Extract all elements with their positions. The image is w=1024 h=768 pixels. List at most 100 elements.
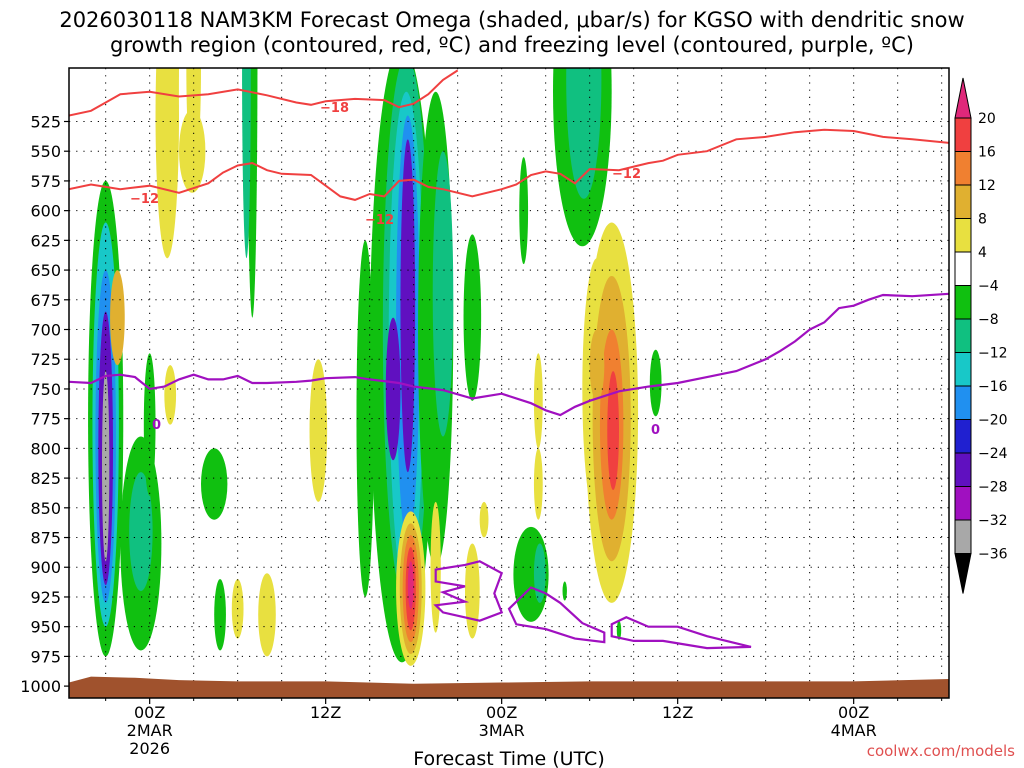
colorbar-label-5: −4 — [978, 279, 999, 295]
omega-blob-24 — [309, 359, 328, 502]
omega-blob-44 — [533, 448, 543, 520]
omega-blob-17 — [129, 472, 153, 592]
y-tick-label-625: 625 — [30, 231, 61, 250]
colorbar-label-3: 8 — [978, 212, 987, 228]
omega-blob-30 — [400, 139, 416, 473]
colorbar-swatch-6 — [954, 285, 972, 320]
omega-blob-33 — [432, 151, 454, 437]
red-contour-minus12 — [69, 128, 949, 201]
omega-blob-58 — [616, 620, 622, 640]
omega-blob-34 — [463, 234, 482, 401]
terrain-ground — [69, 676, 949, 698]
colorbar-swatch-5 — [954, 251, 972, 286]
ground-fill — [69, 676, 949, 698]
omega-blob-19 — [164, 365, 177, 425]
y-tick-label-925: 925 — [30, 588, 61, 607]
chart-title-line2: growth region (contoured, red, ºC) and f… — [110, 33, 914, 57]
x-tick-label-48: 00Z — [838, 703, 869, 722]
y-tick-label-600: 600 — [30, 202, 61, 221]
x-tick-label-12: 12Z — [310, 703, 341, 722]
colorbar-label-13: −36 — [978, 547, 1008, 563]
purple-loop-2 — [610, 615, 752, 650]
y-axis: 525 550 575 600 625 650 675 700 725 750 775 800 825 8… — [20, 112, 69, 696]
colorbar-label-7: −12 — [978, 346, 1008, 362]
contour-lines — [69, 69, 949, 650]
y-tick-label-725: 725 — [30, 350, 61, 369]
y-tick-label-825: 825 — [30, 469, 61, 488]
y-tick-label-975: 975 — [30, 647, 61, 666]
colorbar-label-11: −28 — [978, 480, 1008, 496]
omega-blob-20 — [201, 448, 228, 520]
y-tick-label-775: 775 — [30, 410, 61, 429]
colorbar-swatch-4 — [954, 218, 972, 253]
y-tick-label-575: 575 — [30, 172, 61, 191]
y-tick-label-850: 850 — [30, 499, 61, 518]
x-tick-label-24: 00Z — [486, 703, 517, 722]
colorbar-label-1: 16 — [978, 145, 996, 161]
colorbar-swatch-11 — [954, 452, 972, 487]
colorbar-label-8: −16 — [978, 379, 1008, 395]
x-tick-date-24: 3MAR — [479, 721, 525, 740]
omega-blob-56 — [649, 349, 662, 417]
y-tick-label-750: 750 — [30, 380, 61, 399]
x-tick-label-36: 12Z — [662, 703, 693, 722]
purple-freezing-level — [69, 292, 949, 417]
contour-label-zero-b: 0 — [651, 423, 660, 438]
plot-frame — [68, 67, 950, 699]
colorbar-label-4: 4 — [978, 245, 987, 261]
omega-blob-41 — [465, 543, 480, 639]
y-tick-label-875: 875 — [30, 529, 61, 548]
y-tick-label-800: 800 — [30, 439, 61, 458]
x-axis-title: Forecast Time (UTC) — [413, 748, 604, 768]
colorbar-swatch-8 — [954, 352, 972, 387]
gridlines — [69, 68, 949, 698]
omega-blob-57 — [562, 581, 567, 601]
omega-blob-21 — [214, 579, 226, 651]
omega-blob-49 — [566, 68, 602, 199]
contour-label-minus12-b: −12 — [365, 213, 394, 228]
omega-blob-47 — [533, 543, 546, 603]
colorbar-swatch-9 — [954, 385, 972, 420]
chart-title-line1: 2026030118 NAM3KM Forecast Omega (shaded… — [59, 8, 964, 32]
colorbar-label-10: −24 — [978, 446, 1008, 462]
y-tick-label-700: 700 — [30, 321, 61, 340]
colorbar-label-6: −8 — [978, 312, 999, 328]
x-tick-date-0: 2MAR — [127, 721, 173, 740]
colorbar-label-9: −20 — [978, 413, 1008, 429]
omega-blob-39 — [407, 561, 414, 609]
y-tick-label-950: 950 — [30, 618, 61, 637]
y-tick-label-550: 550 — [30, 142, 61, 161]
colorbar-swatch-7 — [954, 318, 972, 353]
x-tick-label-0: 00Z — [134, 703, 165, 722]
colorbar-swatch-2 — [954, 151, 972, 186]
x-tick-date-48: 4MAR — [831, 721, 877, 740]
credit-text: coolwx.com/models — [867, 742, 1015, 760]
colorbar-label-2: 12 — [978, 178, 996, 194]
contour-label-minus12-a: −12 — [130, 192, 159, 207]
colorbar-swatch-3 — [954, 184, 972, 219]
omega-blob-15 — [110, 270, 125, 366]
colorbar-bottom-arrow — [954, 553, 972, 594]
omega-blob-42 — [479, 501, 489, 538]
contour-label-minus12-c: −12 — [612, 167, 641, 182]
y-tick-label-900: 900 — [30, 558, 61, 577]
colorbar-label-0: 20 — [978, 111, 996, 127]
colorbar-legend: 20 16 12 8 4 −4 −8 −12 −16 −20 −24 −28 −32 −36 — [954, 77, 1008, 594]
y-tick-label-675: 675 — [30, 291, 61, 310]
omega-blob-54 — [607, 371, 620, 490]
colorbar-swatch-12 — [954, 486, 972, 521]
omega-blob-40 — [430, 501, 441, 633]
colorbar-swatch-1 — [954, 117, 972, 152]
omega-blob-55 — [589, 329, 605, 401]
purple-loop-1 — [507, 586, 606, 644]
omega-blob-23 — [258, 573, 276, 657]
colorbar-label-12: −32 — [978, 513, 1008, 529]
y-tick-label-525: 525 — [30, 112, 61, 131]
x-tick-year-0: 2026 — [129, 739, 170, 758]
omega-blob-43 — [533, 353, 543, 449]
colorbar-swatch-10 — [954, 419, 972, 454]
y-tick-label-650: 650 — [30, 261, 61, 280]
contour-label-minus18-a: −18 — [320, 101, 349, 116]
